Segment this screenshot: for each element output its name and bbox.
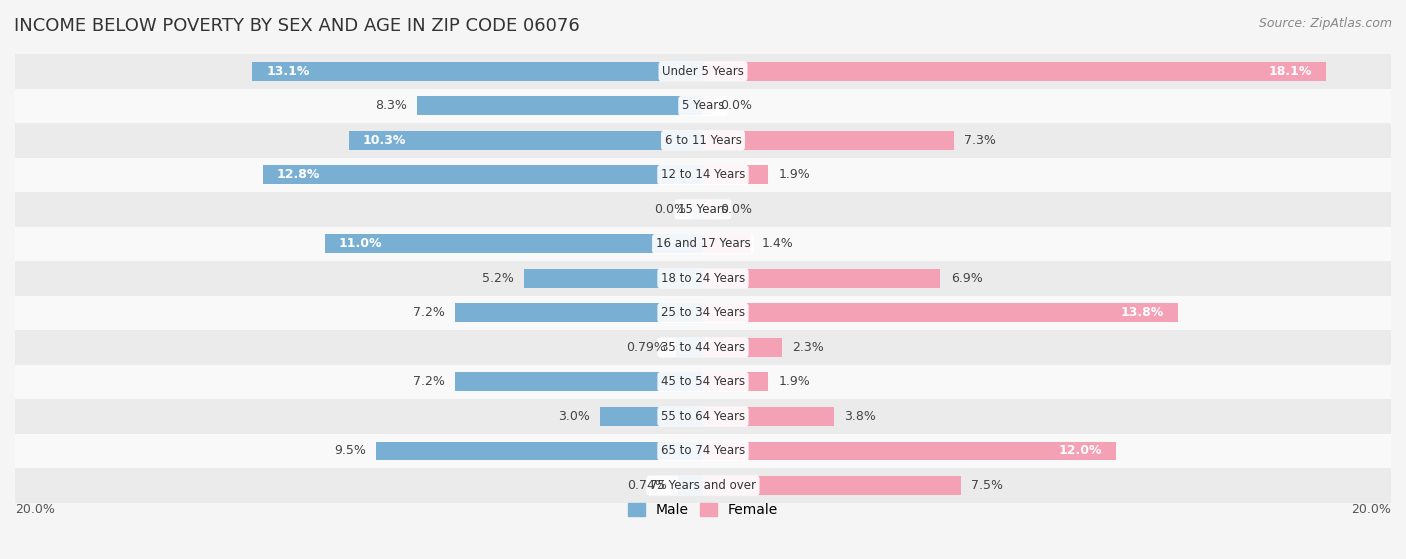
Text: 0.0%: 0.0% [720,203,752,216]
Bar [15,296,1391,330]
Text: 1.9%: 1.9% [779,168,810,182]
Legend: Male, Female: Male, Female [623,498,783,523]
Text: 8.3%: 8.3% [375,100,408,112]
Bar [15,89,1391,123]
Bar [703,442,1116,461]
Bar [693,200,703,219]
Bar [676,338,703,357]
Text: 11.0%: 11.0% [339,238,382,250]
Bar [15,192,1391,227]
Text: 9.5%: 9.5% [335,444,366,457]
Bar [524,269,703,288]
Text: 20.0%: 20.0% [1351,503,1391,516]
Text: 0.0%: 0.0% [654,203,686,216]
Text: 7.3%: 7.3% [965,134,997,147]
Text: 7.5%: 7.5% [972,479,1004,492]
Bar [703,269,941,288]
Text: 0.79%: 0.79% [626,341,665,354]
Bar [325,234,703,253]
Text: 0.74%: 0.74% [627,479,668,492]
Text: 18.1%: 18.1% [1268,65,1312,78]
Bar [703,131,955,150]
Text: 16 and 17 Years: 16 and 17 Years [655,238,751,250]
Text: 1.9%: 1.9% [779,376,810,389]
Bar [349,131,703,150]
Text: 10.3%: 10.3% [363,134,406,147]
Bar [703,234,751,253]
Bar [703,200,713,219]
Text: 12.8%: 12.8% [277,168,319,182]
Bar [15,123,1391,158]
Bar [678,476,703,495]
Bar [15,434,1391,468]
Text: 35 to 44 Years: 35 to 44 Years [661,341,745,354]
Text: 3.0%: 3.0% [558,410,589,423]
Bar [15,399,1391,434]
Bar [703,476,960,495]
Text: 7.2%: 7.2% [413,306,446,319]
Text: Source: ZipAtlas.com: Source: ZipAtlas.com [1258,17,1392,30]
Text: 0.0%: 0.0% [720,100,752,112]
Bar [703,338,782,357]
Text: 65 to 74 Years: 65 to 74 Years [661,444,745,457]
Text: INCOME BELOW POVERTY BY SEX AND AGE IN ZIP CODE 06076: INCOME BELOW POVERTY BY SEX AND AGE IN Z… [14,17,579,35]
Bar [15,54,1391,89]
Bar [703,372,768,391]
Text: 6.9%: 6.9% [950,272,983,285]
Text: 15 Years: 15 Years [678,203,728,216]
Text: 5 Years: 5 Years [682,100,724,112]
Text: 25 to 34 Years: 25 to 34 Years [661,306,745,319]
Text: 13.8%: 13.8% [1121,306,1164,319]
Text: 3.8%: 3.8% [844,410,876,423]
Text: 7.2%: 7.2% [413,376,446,389]
Text: Under 5 Years: Under 5 Years [662,65,744,78]
Text: 2.3%: 2.3% [793,341,824,354]
Bar [703,407,834,426]
Bar [418,96,703,115]
Text: 18 to 24 Years: 18 to 24 Years [661,272,745,285]
Bar [456,304,703,323]
Text: 1.4%: 1.4% [762,238,793,250]
Text: 45 to 54 Years: 45 to 54 Years [661,376,745,389]
Bar [15,261,1391,296]
Bar [456,372,703,391]
Bar [703,96,713,115]
Bar [703,165,768,184]
Text: 13.1%: 13.1% [266,65,309,78]
Text: 75 Years and over: 75 Years and over [650,479,756,492]
Bar [15,227,1391,261]
Text: 55 to 64 Years: 55 to 64 Years [661,410,745,423]
Bar [15,364,1391,399]
Bar [263,165,703,184]
Text: 12.0%: 12.0% [1059,444,1102,457]
Bar [15,468,1391,503]
Text: 12 to 14 Years: 12 to 14 Years [661,168,745,182]
Text: 6 to 11 Years: 6 to 11 Years [665,134,741,147]
Bar [703,304,1178,323]
Bar [703,62,1326,81]
Bar [600,407,703,426]
Bar [377,442,703,461]
Bar [15,158,1391,192]
Bar [15,330,1391,364]
Text: 20.0%: 20.0% [15,503,55,516]
Bar [252,62,703,81]
Text: 5.2%: 5.2% [482,272,513,285]
